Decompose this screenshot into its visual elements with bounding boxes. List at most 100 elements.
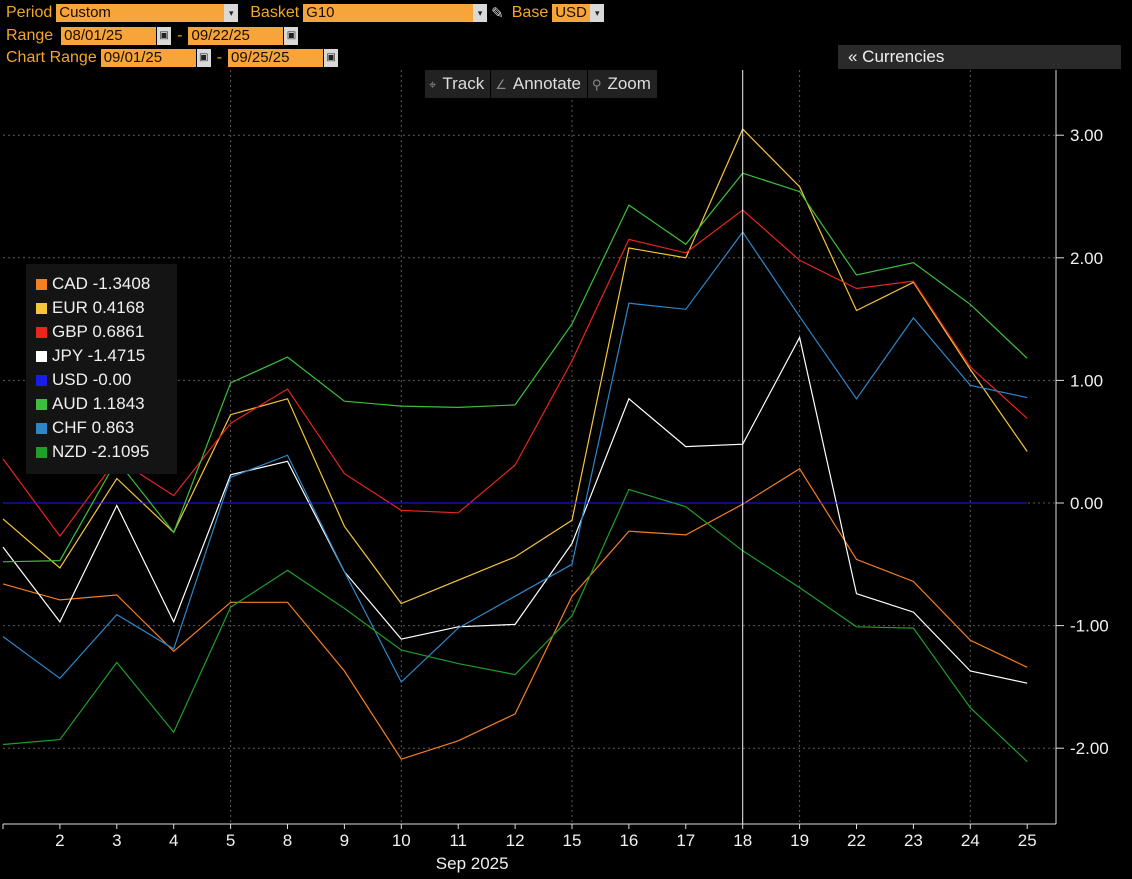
chart-range-dash: - [216,49,223,66]
annotate-icon: ∠ [495,77,507,92]
chart-axes [2,70,1064,829]
range-label: Range [6,27,54,44]
range-dash: - [177,27,183,44]
currencies-button[interactable]: « Currencies [838,45,1121,69]
range-end-calendar-icon[interactable]: ▣ [284,27,299,45]
legend-item-chf[interactable]: CHF 0.863 [26,416,177,440]
annotate-button[interactable]: ∠ Annotate [491,70,588,98]
range-end-value: 09/22/25 [191,27,250,44]
basket-dropdown-icon[interactable]: ▾ [473,4,488,22]
chart-range-end-input[interactable]: 09/25/25 [228,49,324,67]
x-tick-label: 5 [226,831,235,850]
base-dropdown-icon[interactable]: ▾ [590,4,605,22]
chart-range-start-input[interactable]: 09/01/25 [100,49,196,67]
base-select[interactable]: USD [552,4,591,22]
x-tick-label: 25 [1018,831,1037,850]
y-tick-label: -1.00 [1070,617,1109,636]
legend-text: NZD -2.1095 [52,442,150,461]
y-tick-label: 0.00 [1070,494,1103,513]
zoom-button[interactable]: ⚲ Zoom [587,70,658,98]
legend-text: EUR 0.4168 [52,298,145,317]
y-tick-label: -2.00 [1070,739,1109,758]
chart-grid [3,70,1056,824]
legend-item-gbp[interactable]: GBP 0.6861 [26,320,177,344]
series-line-jpy [2,335,1028,684]
period-select[interactable]: Custom [56,4,225,22]
x-tick-label: 8 [283,831,292,850]
series-line-cad [2,467,1028,760]
period-value: Custom [59,4,111,21]
chart-legend: CAD -1.3408 EUR 0.4168 GBP 0.6861 JPY -1.47… [26,264,177,474]
basket-label: Basket [250,4,300,21]
basket-value: G10 [306,4,335,21]
series-line-aud [2,172,1028,563]
toolbar-row-period: Period Custom ▾ Basket G10 ▾ ✎ Base USD … [6,3,605,23]
legend-text: USD -0.00 [52,370,132,389]
x-axis-label: Sep 2025 [436,854,509,873]
track-label: Track [442,74,485,93]
chart-range-end-calendar-icon[interactable]: ▣ [324,49,339,67]
period-dropdown-icon[interactable]: ▾ [224,4,239,22]
chart-series [2,70,1028,824]
range-start-input[interactable]: 08/01/25 [61,27,157,45]
x-tick-label: 12 [506,831,525,850]
x-tick-label: 2 [55,831,64,850]
x-tick-label: 4 [169,831,178,850]
legend-swatch [36,422,47,434]
pencil-icon[interactable]: ✎ [491,5,504,22]
range-start-value: 08/01/25 [64,27,123,44]
legend-item-usd[interactable]: USD -0.00 [26,368,177,392]
x-tick-label: 3 [112,831,121,850]
base-label: Base [511,4,549,21]
legend-item-cad[interactable]: CAD -1.3408 [26,272,177,296]
legend-item-aud[interactable]: AUD 1.1843 [26,392,177,416]
legend-text: AUD 1.1843 [52,394,145,413]
y-tick-label: 3.00 [1070,126,1103,145]
legend-swatch [36,278,47,290]
series-line-nzd [2,488,1028,763]
x-tick-label: 19 [790,831,809,850]
x-tick-label: 23 [904,831,923,850]
legend-text: CAD -1.3408 [52,274,151,293]
y-tick-label: 2.00 [1070,249,1103,268]
track-button[interactable]: ⌖ Track [425,70,492,98]
x-tick-label: 11 [449,831,467,850]
x-tick-label: 22 [847,831,866,850]
zoom-label: Zoom [607,74,651,93]
legend-swatch [36,350,47,362]
x-tick-label: 10 [392,831,411,850]
range-start-calendar-icon[interactable]: ▣ [157,27,172,45]
chart-range-start-calendar-icon[interactable]: ▣ [196,49,211,67]
toolbar-row-range: Range 08/01/25 ▣ - 09/22/25 ▣ [6,26,299,46]
legend-item-jpy[interactable]: JPY -1.4715 [26,344,177,368]
x-tick-label: 18 [733,831,752,850]
zoom-icon: ⚲ [591,77,602,92]
legend-swatch [36,302,47,314]
legend-text: CHF 0.863 [52,418,135,437]
x-tick-label: 15 [563,831,582,850]
x-tick-label: 16 [619,831,638,850]
chart-range-start-value: 09/01/25 [103,49,163,66]
track-icon: ⌖ [429,77,437,92]
period-label: Period [6,4,53,21]
legend-text: JPY -1.4715 [52,346,146,365]
toolbar-row-chart-range: Chart Range 09/01/25 ▣ - 09/25/25 ▣ [6,48,339,68]
y-tick-label: 1.00 [1070,371,1103,390]
legend-item-nzd[interactable]: NZD -2.1095 [26,440,177,464]
annotate-label: Annotate [512,74,581,93]
x-tick-label: 9 [340,831,349,850]
legend-item-eur[interactable]: EUR 0.4168 [26,296,177,320]
series-line-chf [2,231,1028,683]
base-value: USD [555,4,587,21]
legend-swatch [36,446,47,458]
chart-range-label: Chart Range [6,49,97,66]
chart-labels: 3.002.001.000.00-1.00-2.002 3 4 5 8 9 10 11 12 15… [55,126,1109,873]
x-tick-label: 17 [676,831,695,850]
chart-range-end-value: 09/25/25 [231,49,290,66]
series-line-gbp [2,209,1028,538]
legend-swatch [36,326,47,338]
range-end-input[interactable]: 09/22/25 [188,27,284,45]
legend-swatch [36,398,47,410]
basket-select[interactable]: G10 [303,4,474,22]
